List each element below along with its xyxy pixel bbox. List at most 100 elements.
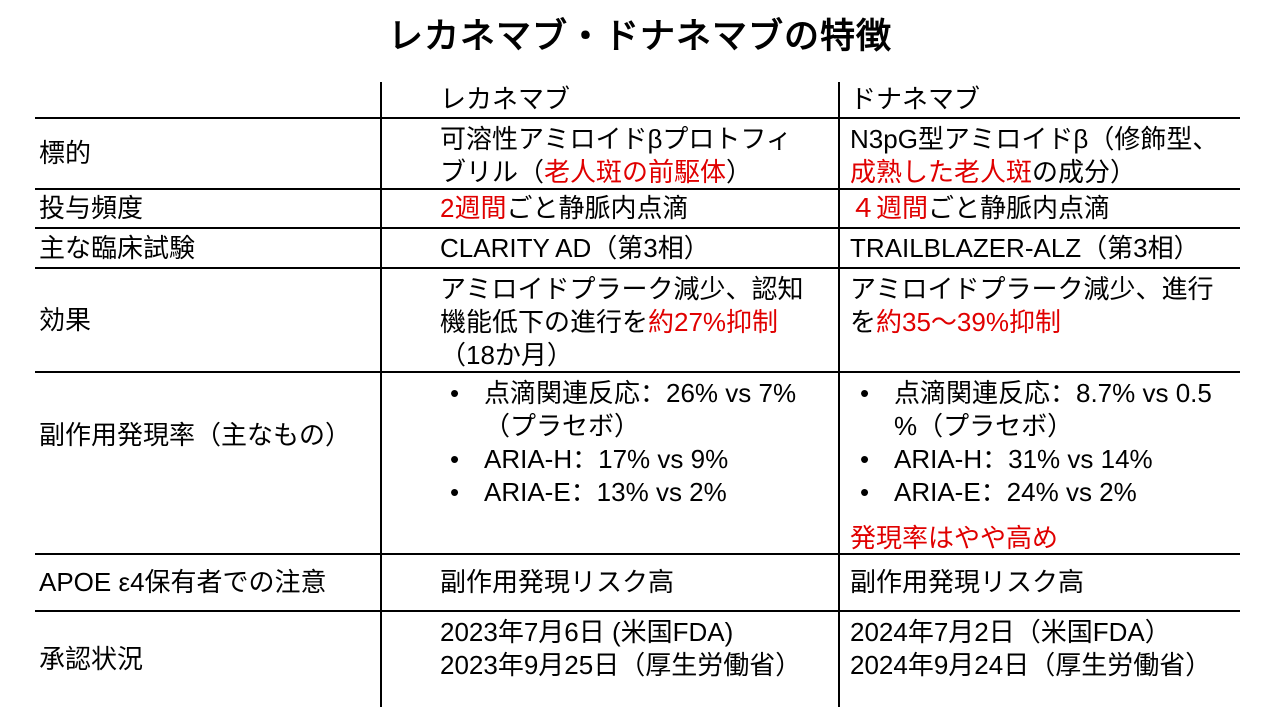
text-segment: 機能低下の進行を <box>440 307 649 337</box>
row-label-side-effects: 副作用発現率（主なもの） <box>39 420 352 450</box>
text-line: 2024年9月24日（厚生労働省） <box>850 649 1238 682</box>
table-row-apoe: APOE ε4保有者での注意 副作用発現リスク高 副作用発現リスク高 <box>35 555 1240 612</box>
cell-frequency-donanemab: ４週間ごと静脈内点滴 <box>838 190 1240 227</box>
bullet-item: ARIA-E：24% vs 2% <box>850 476 1238 509</box>
highlight-text: 2週間 <box>440 193 507 223</box>
text-segment: 点滴関連反応：8.7% vs 0.5 <box>894 378 1212 408</box>
row-label-apoe: APOE ε4保有者での注意 <box>39 567 327 597</box>
bullet-item: ARIA-H：31% vs 14% <box>850 443 1238 476</box>
highlight-text: 発現率はやや高め <box>850 523 1059 553</box>
table-row-frequency: 投与頻度 2週間ごと静脈内点滴 ４週間ごと静脈内点滴 <box>35 190 1240 229</box>
paragraph: 2024年7月2日（米国FDA） 2024年9月24日（厚生労働省） <box>850 616 1238 682</box>
text-segment: ARIA-E：13% vs 2% <box>484 477 727 507</box>
paragraph: 2週間ごと静脈内点滴 <box>440 192 838 225</box>
cell-trial-donanemab: TRAILBLAZER-ALZ（第3相） <box>838 229 1240 267</box>
text-line: ARIA-H：17% vs 9% <box>484 443 838 476</box>
text-line: を約35～39%抑制 <box>850 306 1238 339</box>
text-line: 発現率はやや高め <box>850 522 1238 553</box>
text-line: CLARITY AD（第3相） <box>440 232 838 265</box>
text-segment: TRAILBLAZER-ALZ（第3相） <box>850 232 1200 263</box>
highlight-text: 約27%抑制 <box>648 307 779 337</box>
text-line: ARIA-E：13% vs 2% <box>484 476 838 509</box>
paragraph: アミロイドプラーク減少、進行 を約35～39%抑制 <box>850 273 1238 339</box>
highlight-text: 約35～39%抑制 <box>876 307 1061 337</box>
text-line: %（プラセボ） <box>894 410 1238 443</box>
text-segment: アミロイドプラーク減少、進行 <box>850 274 1214 304</box>
cell-effect-lecanemab: アミロイドプラーク減少、認知 機能低下の進行を約27%抑制 （18か月） <box>380 269 838 371</box>
table-row-side-effects: 副作用発現率（主なもの） 点滴関連反応：26% vs 7%（プラセボ）ARIA-… <box>35 373 1240 555</box>
text-segment: を <box>850 307 877 337</box>
text-line: ARIA-H：31% vs 14% <box>894 443 1238 476</box>
text-line: 成熟した老人斑の成分） <box>850 156 1238 188</box>
text-segment: ARIA-H：17% vs 9% <box>484 444 729 474</box>
row-label-frequency: 投与頻度 <box>39 193 144 223</box>
text-segment: ARIA-E：24% vs 2% <box>894 477 1137 507</box>
paragraph: アミロイドプラーク減少、認知 機能低下の進行を約27%抑制 （18か月） <box>440 273 838 371</box>
paragraph: ４週間ごと静脈内点滴 <box>850 192 1238 225</box>
bullet-item: 点滴関連反応：26% vs 7%（プラセボ） <box>440 377 838 443</box>
text-segment: 2024年9月24日（厚生労働省） <box>850 650 1212 680</box>
row-label-effect: 効果 <box>39 304 92 335</box>
cell-trial-lecanemab: CLARITY AD（第3相） <box>380 229 838 267</box>
text-line: ブリル（老人斑の前駆体） <box>440 156 838 188</box>
header-cell-lecanemab: レカネマブ <box>380 82 838 117</box>
text-line: N3pG型アミロイドβ（修飾型、 <box>850 123 1238 156</box>
comparison-table: レカネマブ ドナネマブ 標的 可溶性アミロイドβプロトフィ ブリル（老人斑の前駆体… <box>35 82 1240 707</box>
paragraph: N3pG型アミロイドβ（修飾型、 成熟した老人斑の成分） <box>850 123 1238 188</box>
table-row-approval: 承認状況 2023年7月6日 (米国FDA) 2023年9月25日（厚生労働省） … <box>35 612 1240 707</box>
text-segment: 2023年7月6日 (米国FDA) <box>440 617 734 647</box>
paragraph: 2023年7月6日 (米国FDA) 2023年9月25日（厚生労働省） <box>440 616 838 682</box>
cell-target-lecanemab: 可溶性アミロイドβプロトフィ ブリル（老人斑の前駆体） <box>380 119 838 188</box>
text-segment: %（プラセボ） <box>894 411 1074 441</box>
text-segment: 可溶性アミロイドβプロトフィ <box>440 124 792 154</box>
table-header-row: レカネマブ ドナネマブ <box>35 82 1240 119</box>
text-segment: 副作用発現リスク高 <box>850 567 1085 597</box>
text-segment: N3pG型アミロイドβ（修飾型、 <box>850 124 1219 154</box>
table-row-target: 標的 可溶性アミロイドβプロトフィ ブリル（老人斑の前駆体） N3pG型アミロイド… <box>35 119 1240 190</box>
bullet-item: ARIA-H：17% vs 9% <box>440 443 838 476</box>
row-label-target: 標的 <box>39 138 92 168</box>
text-segment: 点滴関連反応：26% vs 7% <box>484 378 797 408</box>
text-line: TRAILBLAZER-ALZ（第3相） <box>850 232 1238 265</box>
bullet-list: 点滴関連反応：8.7% vs 0.5%（プラセボ）ARIA-H：31% vs 1… <box>850 377 1238 509</box>
highlight-text: ４週間 <box>850 193 929 223</box>
table-row-effect: 効果 アミロイドプラーク減少、認知 機能低下の進行を約27%抑制 （18か月） アミ… <box>35 269 1240 373</box>
text-line: （18か月） <box>440 339 838 371</box>
text-segment: 副作用発現リスク高 <box>440 567 675 597</box>
text-segment: 2023年9月25日（厚生労働省） <box>440 650 802 680</box>
text-line: （プラセボ） <box>484 410 838 443</box>
row-label-trial: 主な臨床試験 <box>39 232 196 263</box>
cell-side-effects-lecanemab: 点滴関連反応：26% vs 7%（プラセボ）ARIA-H：17% vs 9%AR… <box>380 373 838 553</box>
text-line: 副作用発現リスク高 <box>440 566 838 599</box>
highlight-text: 成熟した老人斑 <box>850 157 1033 187</box>
cell-apoe-lecanemab: 副作用発現リスク高 <box>380 555 838 610</box>
text-line: 2024年7月2日（米国FDA） <box>850 616 1238 649</box>
paragraph: 副作用発現リスク高 <box>850 566 1238 599</box>
header-cell-empty <box>35 82 380 117</box>
text-line: 2023年9月25日（厚生労働省） <box>440 649 838 682</box>
text-segment: ごと静脈内点滴 <box>928 193 1111 223</box>
cell-target-donanemab: N3pG型アミロイドβ（修飾型、 成熟した老人斑の成分） <box>838 119 1240 188</box>
bullet-item: ARIA-E：13% vs 2% <box>440 476 838 509</box>
text-line: 2023年7月6日 (米国FDA) <box>440 616 838 649</box>
text-segment: ごと静脈内点滴 <box>506 193 689 223</box>
header-cell-donanemab: ドナネマブ <box>838 82 1240 117</box>
cell-apoe-donanemab: 副作用発現リスク高 <box>838 555 1240 610</box>
text-segment: ） <box>726 157 753 187</box>
row-label-approval: 承認状況 <box>39 644 144 674</box>
text-line: 機能低下の進行を約27%抑制 <box>440 306 838 339</box>
table-row-trial: 主な臨床試験 CLARITY AD（第3相） TRAILBLAZER-ALZ（第… <box>35 229 1240 269</box>
cell-side-effects-donanemab: 点滴関連反応：8.7% vs 0.5%（プラセボ）ARIA-H：31% vs 1… <box>838 373 1240 553</box>
bullet-item: 点滴関連反応：8.7% vs 0.5%（プラセボ） <box>850 377 1238 443</box>
text-segment: アミロイドプラーク減少、認知 <box>440 274 804 304</box>
page-title: レカネマブ・ドナネマブの特徴 <box>387 17 892 56</box>
text-segment: ブリル（ <box>440 157 545 187</box>
text-segment: の成分） <box>1032 157 1137 187</box>
bullet-list: 点滴関連反応：26% vs 7%（プラセボ）ARIA-H：17% vs 9%AR… <box>440 377 838 509</box>
text-line: アミロイドプラーク減少、進行 <box>850 273 1238 306</box>
paragraph: 可溶性アミロイドβプロトフィ ブリル（老人斑の前駆体） <box>440 123 838 188</box>
text-segment: CLARITY AD（第3相） <box>440 232 710 263</box>
text-line: 点滴関連反応：26% vs 7% <box>484 377 838 410</box>
text-line: アミロイドプラーク減少、認知 <box>440 273 838 306</box>
